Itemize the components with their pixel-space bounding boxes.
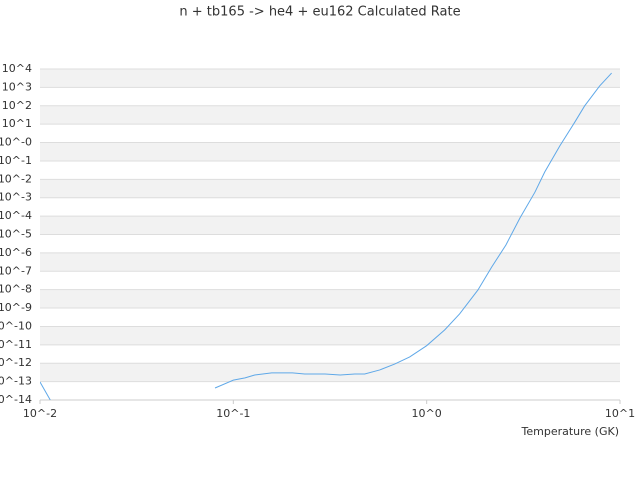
- y-tick-label: 10^-4: [0, 209, 32, 222]
- y-tick-label: 10^4: [2, 62, 32, 75]
- y-tick-label: 10^-1: [0, 154, 32, 167]
- grid-band: [40, 142, 620, 161]
- grid-band: [40, 289, 620, 309]
- y-tick-label: 10^-13: [0, 375, 32, 388]
- y-tick-label: 10^-10: [0, 319, 32, 332]
- grid-band: [40, 216, 620, 235]
- y-tick-label: 10^-14: [0, 393, 32, 406]
- y-tick-label: 10^-11: [0, 338, 32, 351]
- chart-title: n + tb165 -> he4 + eu162 Calculated Rate: [179, 5, 460, 20]
- grid-band: [40, 363, 620, 382]
- x-tick-label: 10^-2: [23, 407, 57, 420]
- y-tick-label: 10^3: [2, 80, 32, 93]
- x-tick-label: 10^0: [412, 407, 442, 420]
- grid-band: [40, 69, 620, 88]
- data-line: [40, 72, 612, 400]
- y-tick-label: 10^-0: [0, 136, 32, 149]
- x-axis-label: Temperature (GK): [521, 425, 620, 438]
- y-tick-label: 10^-6: [0, 246, 32, 259]
- y-tick-label: 10^-7: [0, 264, 32, 277]
- y-tick-label: 10^-12: [0, 356, 32, 369]
- y-tick-label: 10^-2: [0, 172, 32, 185]
- y-tick-label: 10^-8: [0, 283, 32, 296]
- y-tick-label: 10^2: [2, 99, 32, 112]
- x-tick-label: 10^1: [605, 407, 635, 420]
- y-tick-label: 10^-5: [0, 228, 32, 241]
- grid-band: [40, 105, 620, 125]
- x-tick-label: 10^-1: [216, 407, 250, 420]
- grid-band: [40, 252, 620, 272]
- grid-band: [40, 179, 620, 198]
- y-tick-label: 10^-9: [0, 301, 32, 314]
- y-tick-label: 10^-3: [0, 191, 32, 204]
- y-tick-label: 10^1: [2, 117, 32, 130]
- grid-band: [40, 326, 620, 345]
